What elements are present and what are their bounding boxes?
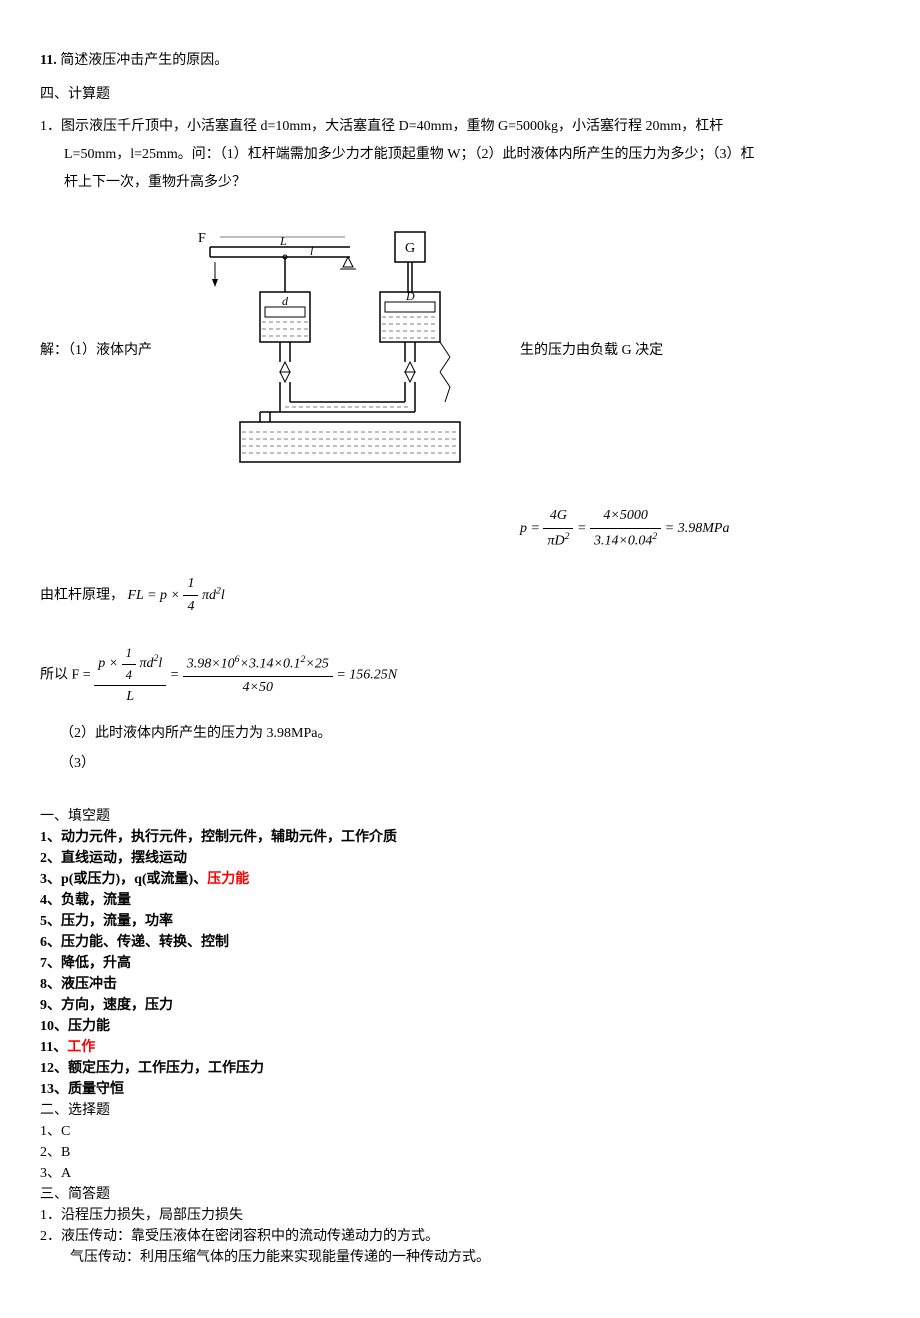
- fill-11: 11、工作: [40, 1037, 880, 1058]
- formula-pressure: p = 4G πD2 = 4×5000 3.14×0.042 = 3.98MPa: [520, 505, 880, 552]
- fill-10: 10、压力能: [40, 1016, 880, 1037]
- choice-title: 二、选择题: [40, 1100, 880, 1121]
- choice-1: 1、C: [40, 1121, 880, 1142]
- choice-2: 2、B: [40, 1142, 880, 1163]
- formula-lever: 由杠杆原理， FL = p × 1 4 πd2l: [40, 573, 880, 619]
- question-11: 11. 简述液压冲击产生的原因。: [40, 50, 880, 72]
- fill-6: 6、压力能、传递、转换、控制: [40, 932, 880, 953]
- svg-text:l: l: [310, 244, 314, 258]
- fill-1: 1、动力元件，执行元件，控制元件，辅助元件，工作介质: [40, 827, 880, 848]
- answers-section: 一、填空题 1、动力元件，执行元件，控制元件，辅助元件，工作介质 2、直线运动，…: [40, 806, 880, 1268]
- fill-9: 9、方向，速度，压力: [40, 995, 880, 1016]
- fill-3: 3、p(或压力)，q(或流量)、压力能: [40, 869, 880, 890]
- problem-1: 1．图示液压千斤顶中，小活塞直径 d=10mm，大活塞直径 D=40mm，重物 …: [40, 113, 880, 197]
- q11-text: 简述液压冲击产生的原因。: [57, 53, 229, 68]
- solution-left-text: 解：（1）液体内产: [40, 340, 180, 362]
- fill-2: 2、直线运动，摆线运动: [40, 848, 880, 869]
- fill-title: 一、填空题: [40, 806, 880, 827]
- fill-4: 4、负载，流量: [40, 890, 880, 911]
- short-2b: 气压传动：利用压缩气体的压力能来实现能量传递的一种传动方式。: [40, 1247, 880, 1268]
- problem-1-line1: 1．图示液压千斤顶中，小活塞直径 d=10mm，大活塞直径 D=40mm，重物 …: [40, 113, 880, 141]
- formula-force: 所以 F = p × 1 4 πd2l L = 3.98×106×3.14×0.…: [40, 643, 880, 708]
- short-title: 三、简答题: [40, 1184, 880, 1205]
- q11-num: 11.: [40, 53, 57, 68]
- svg-text:L: L: [279, 234, 287, 248]
- fill-7: 7、降低，升高: [40, 953, 880, 974]
- solution-right-text: 生的压力由负载 G 决定: [520, 340, 663, 362]
- problem-1-line2: L=50mm，l=25mm。问：（1）杠杆端需加多少力才能顶起重物 W；（2）此…: [40, 141, 880, 169]
- fill-13: 13、质量守恒: [40, 1079, 880, 1100]
- answer-2: （2）此时液体内所产生的压力为 3.98MPa。: [60, 723, 880, 745]
- svg-text:D: D: [405, 289, 415, 303]
- f-label: F: [198, 231, 206, 246]
- fill-8: 8、液压冲击: [40, 974, 880, 995]
- svg-text:G: G: [405, 241, 415, 256]
- svg-text:d: d: [282, 294, 289, 308]
- hydraulic-diagram: F L l d: [180, 217, 500, 485]
- fill-12: 12、额定压力，工作压力，工作压力: [40, 1058, 880, 1079]
- short-2: 2．液压传动：靠受压液体在密闭容积中的流动传递动力的方式。: [40, 1226, 880, 1247]
- problem-1-line3: 杆上下一次，重物升高多少？: [40, 169, 880, 197]
- section-4-title: 四、计算题: [40, 84, 880, 106]
- answer-3: （3）: [60, 753, 880, 775]
- short-1: 1．沿程压力损失，局部压力损失: [40, 1205, 880, 1226]
- fill-5: 5、压力，流量，功率: [40, 911, 880, 932]
- diagram-section: 解：（1）液体内产 F L l: [40, 217, 880, 485]
- choice-3: 3、A: [40, 1163, 880, 1184]
